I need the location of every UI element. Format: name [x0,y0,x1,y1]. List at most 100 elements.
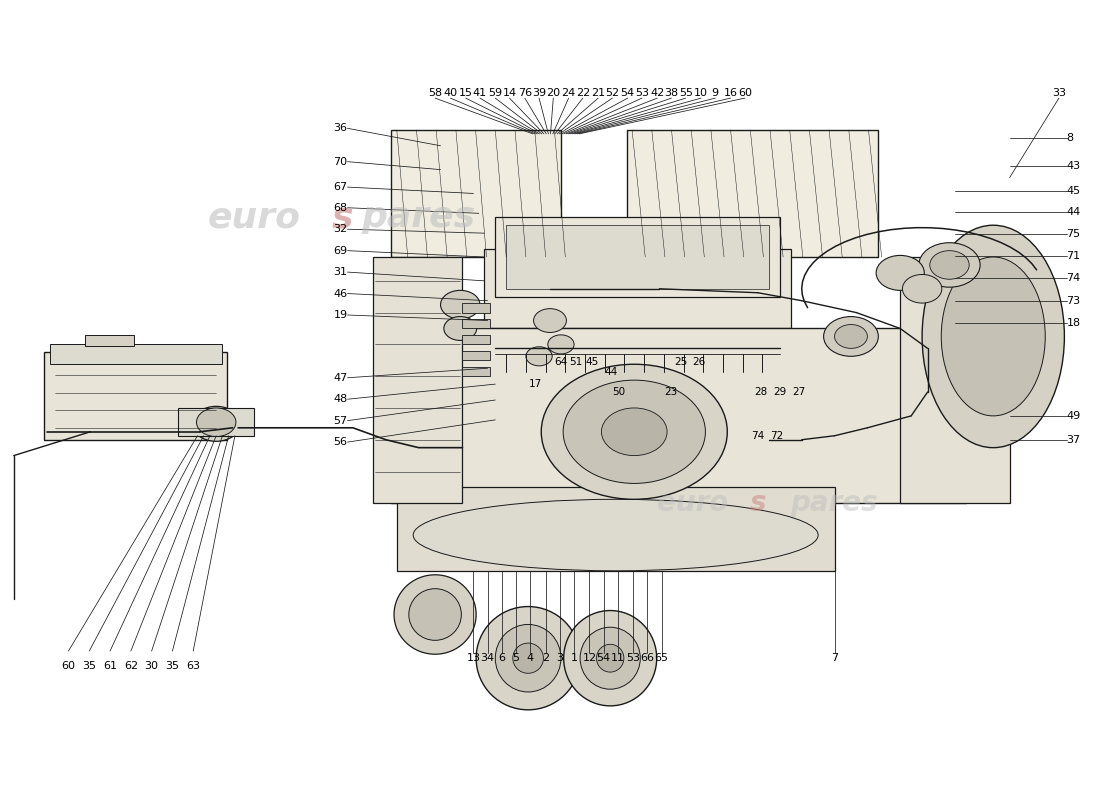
Ellipse shape [942,257,1045,416]
Text: euro: euro [657,490,728,518]
Text: 54: 54 [596,653,611,662]
Text: 37: 37 [1067,434,1080,445]
Circle shape [197,408,235,437]
Circle shape [824,317,878,356]
Bar [462,335,490,344]
Text: s: s [331,200,353,234]
Circle shape [441,290,480,319]
Text: 53: 53 [626,653,640,662]
Text: 63: 63 [186,661,200,670]
Ellipse shape [409,589,461,640]
Text: 47: 47 [333,373,348,382]
Text: 21: 21 [591,88,605,98]
Text: 26: 26 [692,357,705,367]
Circle shape [930,250,969,279]
Bar [462,366,490,376]
Text: 69: 69 [333,246,348,256]
Text: 25: 25 [674,357,688,367]
Text: 55: 55 [679,88,693,98]
Text: 13: 13 [466,653,481,662]
Ellipse shape [414,499,818,571]
Text: s: s [750,490,767,518]
Text: 68: 68 [333,202,348,213]
Bar [373,257,462,503]
Bar [627,130,878,257]
Bar [50,344,222,364]
Text: 8: 8 [1067,133,1074,143]
Ellipse shape [495,625,561,692]
Text: 29: 29 [773,387,786,397]
Text: 45: 45 [1067,186,1080,196]
Text: 19: 19 [333,310,348,320]
Bar [462,319,490,329]
Circle shape [541,364,727,499]
Circle shape [526,346,552,366]
Text: 60: 60 [62,661,76,670]
Text: 58: 58 [428,88,442,98]
Bar [44,352,227,440]
Text: 76: 76 [518,88,532,98]
Text: 35: 35 [165,661,179,670]
Text: 9: 9 [712,88,718,98]
Text: 30: 30 [144,661,158,670]
Text: 61: 61 [103,661,117,670]
Text: 70: 70 [333,157,348,166]
Text: 52: 52 [605,88,619,98]
Text: 74: 74 [751,430,764,441]
Bar [462,303,490,313]
Text: 73: 73 [1067,296,1080,306]
Text: 12: 12 [582,653,596,662]
Text: 59: 59 [488,88,503,98]
Bar [900,257,1010,503]
Text: 16: 16 [724,88,738,98]
Circle shape [563,380,705,483]
Circle shape [876,255,924,290]
Text: 75: 75 [1067,229,1080,239]
Bar [495,218,780,297]
Text: 15: 15 [459,88,473,98]
Text: 3: 3 [557,653,563,662]
Text: 53: 53 [635,88,649,98]
Text: 18: 18 [1067,318,1080,328]
Bar [206,416,227,432]
Text: 39: 39 [532,88,546,98]
Text: 62: 62 [124,661,138,670]
Text: 2: 2 [542,653,549,662]
Text: 56: 56 [333,437,348,447]
Bar [397,487,835,571]
Bar [392,329,966,503]
Bar [392,130,561,257]
Text: 35: 35 [82,661,96,670]
Text: 27: 27 [792,387,805,397]
Text: 60: 60 [738,88,751,98]
Circle shape [918,242,980,287]
Ellipse shape [513,643,543,674]
Ellipse shape [563,610,657,706]
Circle shape [534,309,566,333]
Text: 65: 65 [654,653,669,662]
Text: 44: 44 [1067,206,1081,217]
Circle shape [835,325,868,348]
Text: 32: 32 [333,224,348,234]
Text: 71: 71 [1067,251,1080,262]
Text: 48: 48 [333,394,348,404]
Text: 28: 28 [755,387,768,397]
Text: 74: 74 [1067,274,1081,283]
Circle shape [443,317,476,341]
Text: 4: 4 [527,653,534,662]
Circle shape [198,418,224,438]
Text: 41: 41 [473,88,487,98]
Bar [506,226,769,289]
Circle shape [902,274,942,303]
Circle shape [192,406,240,442]
Text: 50: 50 [613,387,626,397]
Text: 23: 23 [663,387,676,397]
Text: 64: 64 [554,357,568,367]
Circle shape [548,335,574,354]
Text: 72: 72 [770,430,783,441]
Circle shape [47,418,74,438]
Text: 14: 14 [503,88,517,98]
Text: 6: 6 [498,653,505,662]
Text: 7: 7 [830,653,838,662]
Text: 49: 49 [1067,411,1081,421]
